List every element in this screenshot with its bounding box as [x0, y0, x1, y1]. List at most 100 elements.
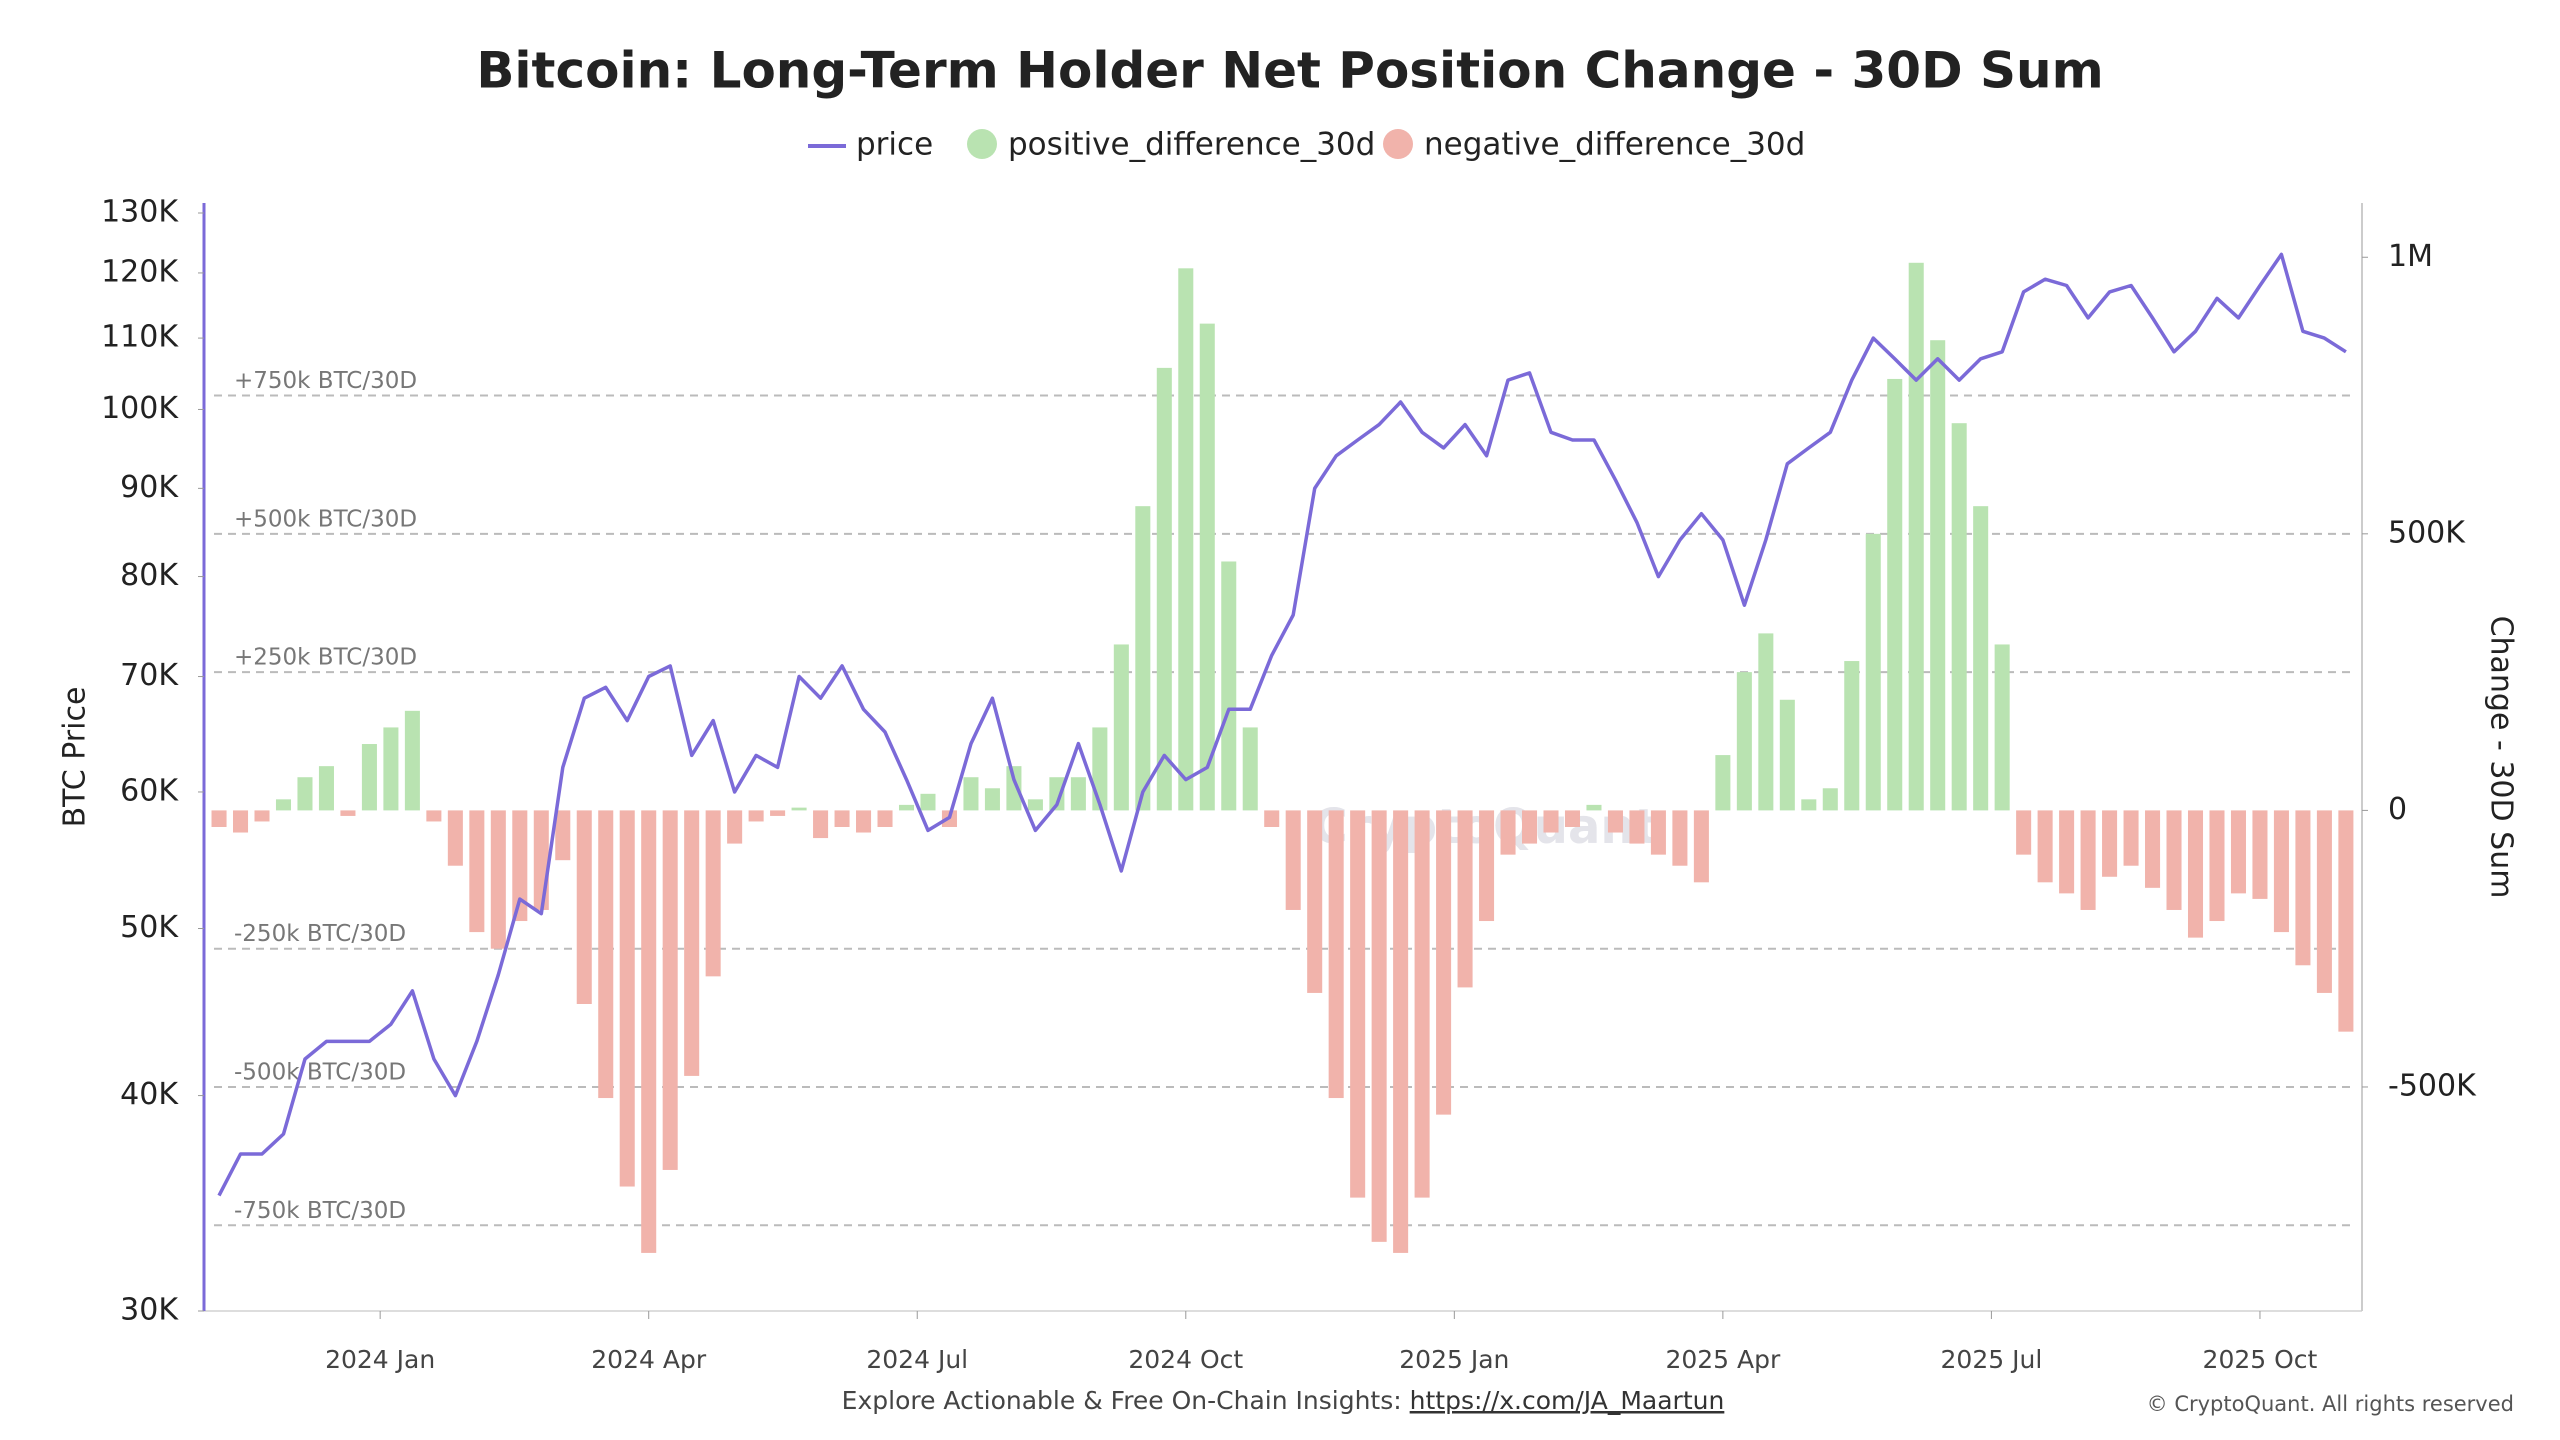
bar	[1070, 777, 1086, 811]
bar	[1414, 810, 1430, 1198]
bar	[1693, 810, 1709, 883]
reference-label: +750k BTC/30D	[234, 368, 417, 394]
bar	[297, 777, 313, 811]
x-tick-label: 2024 Oct	[1128, 1345, 1243, 1374]
bar	[1178, 268, 1194, 811]
bar	[1113, 644, 1129, 811]
x-tick-label: 2024 Jul	[866, 1345, 968, 1374]
bar	[2123, 810, 2139, 866]
y2-tick-label: 1M	[2388, 239, 2433, 274]
bar	[1887, 378, 1903, 811]
bar	[275, 799, 292, 811]
bar	[877, 810, 893, 827]
bar	[662, 810, 678, 1170]
bar	[1822, 788, 1838, 811]
y-axis-title: BTC Price	[58, 687, 93, 828]
bar	[834, 810, 850, 827]
bar	[2252, 810, 2268, 899]
legend-swatch	[1383, 129, 1413, 159]
bar	[898, 804, 915, 811]
bar	[1350, 810, 1366, 1198]
bar	[598, 810, 614, 1099]
bar	[1242, 727, 1258, 811]
bar	[2338, 810, 2354, 1032]
y-tick-label: 30K	[120, 1293, 179, 1328]
bar	[1930, 340, 1946, 811]
bar	[1092, 727, 1108, 811]
bar	[1135, 506, 1151, 811]
bar	[1307, 810, 1323, 993]
bar	[2209, 810, 2225, 922]
footer-text: Explore Actionable & Free On-Chain Insig…	[842, 1386, 1410, 1415]
y2-axis-title: Change - 30D Sum	[2484, 616, 2519, 899]
bar	[233, 810, 249, 833]
bar	[727, 810, 743, 844]
reference-label: -250k BTC/30D	[234, 921, 406, 947]
bar	[641, 810, 657, 1253]
x-tick-label: 2025 Apr	[1665, 1345, 1781, 1374]
bar	[2295, 810, 2311, 966]
bar	[791, 807, 807, 811]
bar	[1199, 323, 1215, 811]
y2-tick-label: -500K	[2388, 1068, 2477, 1103]
bar	[1779, 699, 1795, 811]
bar	[2187, 810, 2204, 938]
bar	[254, 810, 270, 822]
bar	[1522, 810, 1538, 844]
bar	[1844, 661, 1860, 811]
bar	[1758, 633, 1774, 811]
reference-label: -750k BTC/30D	[234, 1198, 406, 1224]
bar	[1156, 367, 1172, 811]
bar	[318, 766, 334, 811]
bar	[1994, 644, 2010, 811]
bar	[813, 810, 829, 839]
bar	[1328, 810, 1344, 1099]
bar	[684, 810, 700, 1076]
bar	[1650, 810, 1666, 855]
bar	[619, 810, 635, 1187]
y2-tick-label: 500K	[2388, 515, 2466, 550]
bar	[1543, 810, 1559, 833]
bar	[469, 810, 485, 933]
bar	[2016, 810, 2032, 855]
x-tick-label: 2024 Jan	[325, 1345, 435, 1374]
y-tick-label: 70K	[120, 658, 179, 693]
bar	[1027, 799, 1043, 811]
bar	[2037, 810, 2053, 883]
bar	[2316, 810, 2332, 993]
bar	[2102, 810, 2118, 877]
bar	[2080, 810, 2096, 910]
bar	[1865, 533, 1881, 811]
bar	[1672, 810, 1688, 866]
reference-label: +500k BTC/30D	[234, 506, 417, 532]
bar	[1951, 423, 1967, 811]
bar	[2273, 810, 2289, 933]
bar	[361, 744, 377, 811]
bar	[533, 810, 549, 910]
y-tick-label: 120K	[101, 254, 179, 289]
bar	[1479, 810, 1495, 922]
footer: Explore Actionable & Free On-Chain Insig…	[842, 1386, 1725, 1415]
bar	[770, 810, 786, 816]
bar	[1500, 810, 1516, 855]
bar	[512, 810, 528, 922]
copyright: © CryptoQuant. All rights reserved	[2147, 1392, 2514, 1416]
legend-label: positive_difference_30d	[1008, 127, 1375, 163]
bar	[1393, 810, 1409, 1253]
y-tick-label: 60K	[120, 773, 179, 808]
bar	[1715, 755, 1731, 811]
bar	[920, 793, 936, 811]
y-tick-label: 50K	[120, 910, 179, 945]
y-tick-label: 130K	[101, 195, 179, 230]
bar	[340, 810, 356, 816]
bar	[555, 810, 571, 861]
bar	[1973, 506, 1989, 811]
bar	[426, 810, 442, 822]
x-tick-label: 2024 Apr	[591, 1345, 707, 1374]
footer-link[interactable]: https://x.com/JA_Maartun	[1410, 1386, 1725, 1415]
bar	[490, 810, 506, 949]
bar	[2166, 810, 2182, 910]
bar	[1736, 672, 1752, 811]
